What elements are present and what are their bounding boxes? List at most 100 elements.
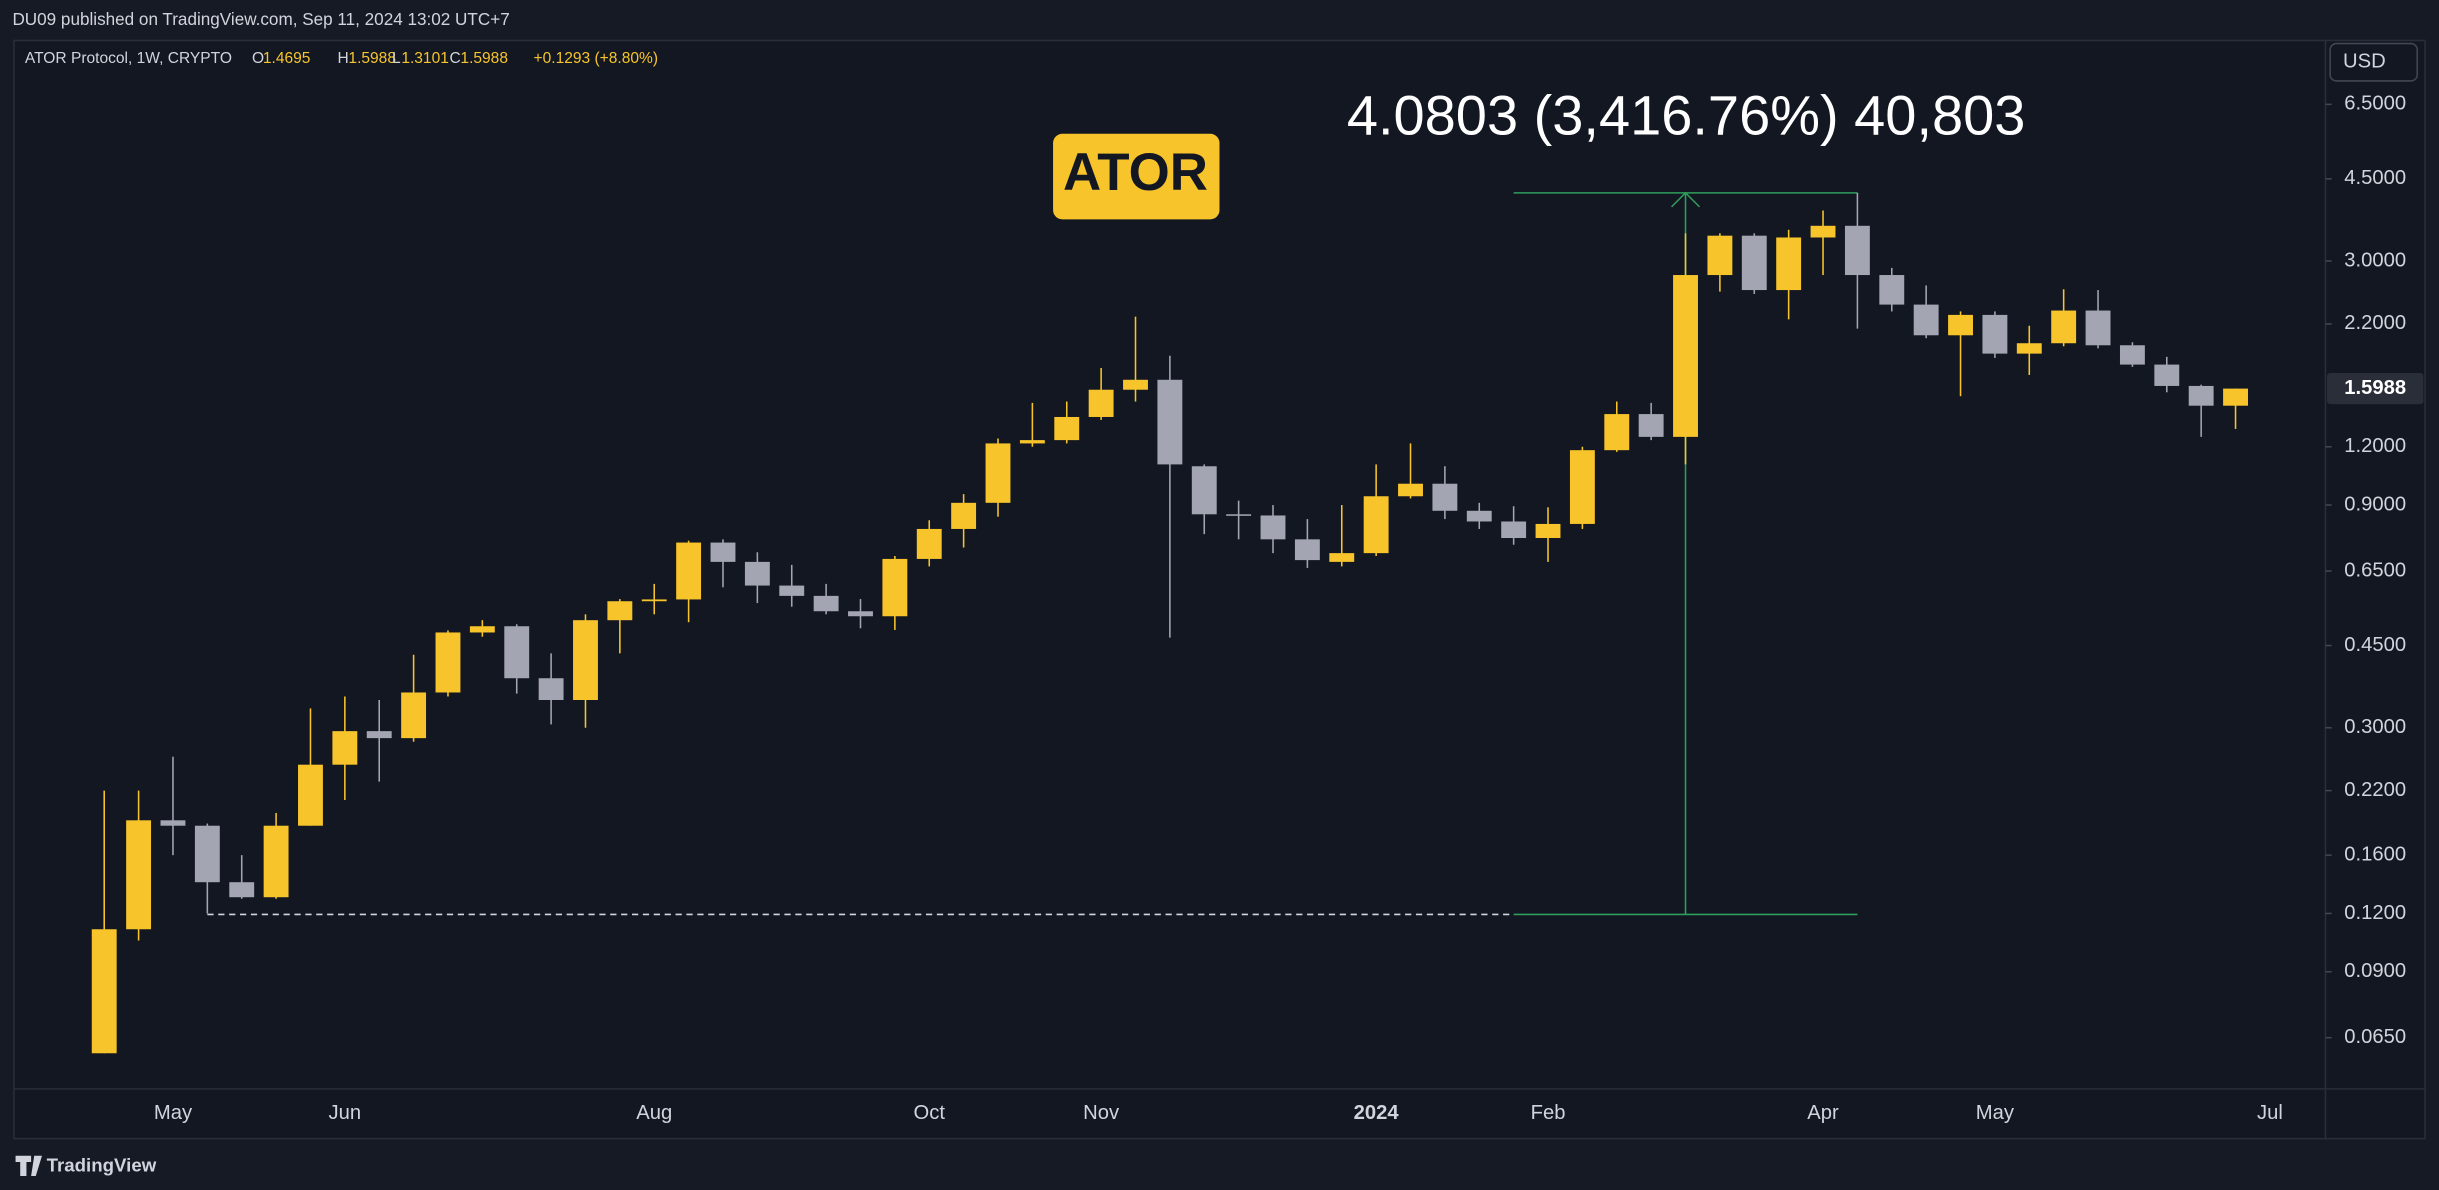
candle-body: [1913, 304, 1939, 336]
y-tick-label: 0.4500: [2344, 634, 2406, 656]
candle-body: [2154, 364, 2180, 386]
candle-body: [1638, 414, 1664, 437]
candle-body: [1088, 389, 1114, 417]
candle-body: [1535, 523, 1561, 539]
candle-body: [1741, 235, 1767, 291]
candle-body: [1466, 510, 1492, 522]
candle-body: [366, 731, 392, 739]
candle-body: [573, 620, 598, 700]
candle-body: [1569, 450, 1595, 524]
x-tick-label: Apr: [1807, 1102, 1839, 1124]
y-tick-label: 0.0650: [2344, 1026, 2406, 1048]
candle-body: [1191, 466, 1217, 515]
y-tick-label: 0.1200: [2344, 902, 2406, 924]
candle-body: [1501, 521, 1527, 539]
candle-body: [985, 443, 1011, 503]
change: +0.1293 (+8.80%): [534, 50, 658, 67]
candle-body: [916, 528, 942, 559]
measure-arrow: [1670, 191, 1701, 208]
candle-body: [1673, 275, 1698, 437]
candle-body: [194, 825, 220, 883]
candle-body: [401, 692, 427, 739]
candle-body: [160, 820, 186, 826]
y-tick-label: 6.5000: [2344, 93, 2406, 115]
candle-body: [1982, 314, 2008, 354]
y-tick-label: 0.6500: [2344, 559, 2406, 581]
candle-body: [1879, 275, 1905, 305]
x-tick-label: Oct: [914, 1102, 946, 1124]
ohlc-letter: L: [392, 50, 401, 67]
published-note: DU09 published on TradingView.com, Sep 1…: [12, 10, 509, 29]
candle-body: [1844, 225, 1870, 276]
candle-body: [263, 825, 289, 898]
candle-body: [1810, 225, 1836, 238]
candle-body: [1432, 483, 1458, 511]
ohlc-letter: C: [450, 50, 461, 67]
x-tick-label: Nov: [1083, 1102, 1120, 1124]
candle-body: [607, 601, 633, 621]
candle-body: [1707, 235, 1733, 276]
candle-body: [2223, 388, 2248, 406]
candle-body: [332, 731, 358, 765]
ohlc-value: 1.3101: [401, 50, 449, 67]
candle-body: [641, 599, 667, 602]
candle-body: [813, 595, 839, 612]
x-tick-label: Jun: [329, 1102, 362, 1124]
last-price: 1.5988: [2344, 377, 2406, 399]
candle-body: [2188, 385, 2214, 406]
x-tick-label: 2024: [1354, 1102, 1400, 1124]
last-price-tag: [2327, 373, 2424, 405]
y-tick-label: 0.2200: [2344, 779, 2406, 801]
x-tick-label: Jul: [2257, 1102, 2283, 1124]
candle-body: [744, 561, 770, 586]
y-tick-label: 2.2000: [2344, 312, 2406, 334]
y-tick-label: 0.9000: [2344, 493, 2406, 515]
candle-body: [710, 542, 736, 562]
plot: 6.5000 4.5000 3.0000 2.2000 1.2000 0.9000 0.65…: [91, 84, 2424, 1124]
y-tick-label: 1.2000: [2344, 435, 2406, 457]
x-tick-label: May: [154, 1102, 193, 1124]
candle-body: [951, 502, 977, 529]
candle-body: [91, 929, 117, 1054]
currency[interactable]: USD: [2343, 51, 2386, 73]
candle-body: [504, 626, 530, 679]
candle-body: [1948, 314, 1973, 336]
ohlc-letter: H: [338, 50, 349, 67]
candle-body: [2119, 345, 2145, 365]
candle-body: [298, 764, 323, 826]
candle-body: [848, 611, 873, 617]
logo: [15, 1155, 42, 1176]
ohlc-letter: O: [252, 50, 264, 67]
candle-body: [1294, 539, 1320, 561]
ohlc-value: 1.4695: [263, 50, 311, 67]
badge-box: [1053, 133, 1220, 220]
currency-button[interactable]: [2329, 42, 2419, 82]
candle-body: [1123, 379, 1148, 390]
candle-body: [1157, 379, 1183, 465]
y-tick-label: 0.3000: [2344, 716, 2406, 738]
badge: ATOR: [1063, 143, 1208, 202]
candle-body: [2085, 310, 2111, 346]
candle-body: [1054, 416, 1080, 441]
y-tick-label: 0.0900: [2344, 960, 2406, 982]
ohlc-value: 1.5988: [348, 50, 396, 67]
x-tick-label: Aug: [636, 1102, 672, 1124]
x-tick-label: May: [1976, 1102, 2015, 1124]
candle-body: [2016, 343, 2042, 354]
symbol: ATOR Protocol, 1W, CRYPTO: [25, 50, 232, 67]
candle-body: [538, 678, 564, 700]
y-tick-label: 0.1600: [2344, 843, 2406, 865]
candle-body: [779, 585, 805, 596]
candle-body: [1226, 514, 1252, 516]
y-tick-label: 3.0000: [2344, 249, 2406, 271]
chart-frame: [13, 39, 2426, 1140]
candle-body: [1363, 496, 1389, 554]
measure-label: 4.0803 (3,416.76%) 40,803: [1347, 84, 2026, 147]
candle-body: [882, 558, 908, 617]
candle-body: [1776, 237, 1802, 291]
y-tick-label: 4.5000: [2344, 167, 2406, 189]
candle-body: [1019, 440, 1045, 444]
candle-body: [469, 626, 495, 633]
candle-body: [435, 632, 461, 693]
